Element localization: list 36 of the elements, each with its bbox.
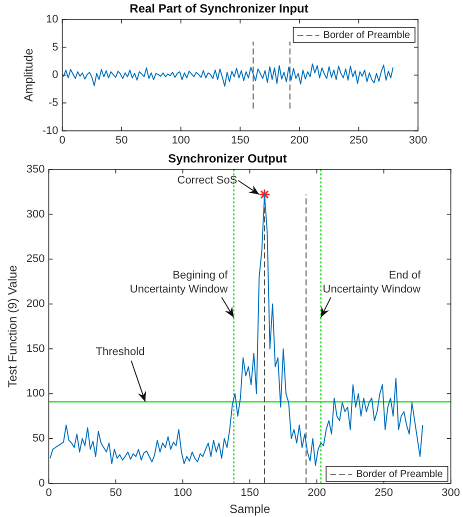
chart-title: Real Part of Synchronizer Input <box>130 2 308 16</box>
x-tick-label: 150 <box>240 487 259 500</box>
y-axis-title: Test Function (9) Value <box>6 264 20 388</box>
x-tick-label: 150 <box>230 134 250 146</box>
y-tick-label: 50 <box>32 432 45 445</box>
x-tick-label: 300 <box>408 134 428 146</box>
y-tick-label: 100 <box>26 388 45 400</box>
x-tick-label: 200 <box>308 487 326 500</box>
x-tick-label: 300 <box>442 487 460 500</box>
annotation: Correct SoS <box>177 174 238 187</box>
x-tick-label: 50 <box>115 134 128 146</box>
y-tick-label: 0 <box>52 69 58 82</box>
y-tick-label: 150 <box>26 342 45 355</box>
x-tick-label: 250 <box>374 487 393 500</box>
y-tick-label: 300 <box>26 208 45 220</box>
y-tick-label: 10 <box>46 13 58 26</box>
y-tick-label: 200 <box>26 298 45 310</box>
y-axis-title: Amplitude <box>22 48 36 102</box>
legend-label: Border of Preamble <box>323 30 410 42</box>
y-tick-label: -10 <box>42 124 58 137</box>
x-axis-title: Sample <box>229 502 270 516</box>
x-tick-label: 50 <box>110 487 122 500</box>
legend-label: Border of Preamble <box>356 469 444 480</box>
x-tick-label: 100 <box>172 134 190 146</box>
y-tick-label: -5 <box>48 96 58 109</box>
annotation: Begining of Uncertainty Window <box>130 269 229 296</box>
y-tick-label: 250 <box>26 253 45 266</box>
x-tick-label: 250 <box>350 134 368 146</box>
annotation: End of Uncertainty Window <box>322 269 422 296</box>
y-tick-label: 350 <box>26 163 45 176</box>
chart-title: Synchronizer Output <box>168 152 287 166</box>
annotation: Threshold <box>96 346 145 358</box>
y-tick-label: 0 <box>38 477 45 490</box>
y-tick-label: 5 <box>52 41 58 54</box>
x-tick-label: 100 <box>174 487 192 500</box>
x-tick-label: 200 <box>290 134 309 146</box>
